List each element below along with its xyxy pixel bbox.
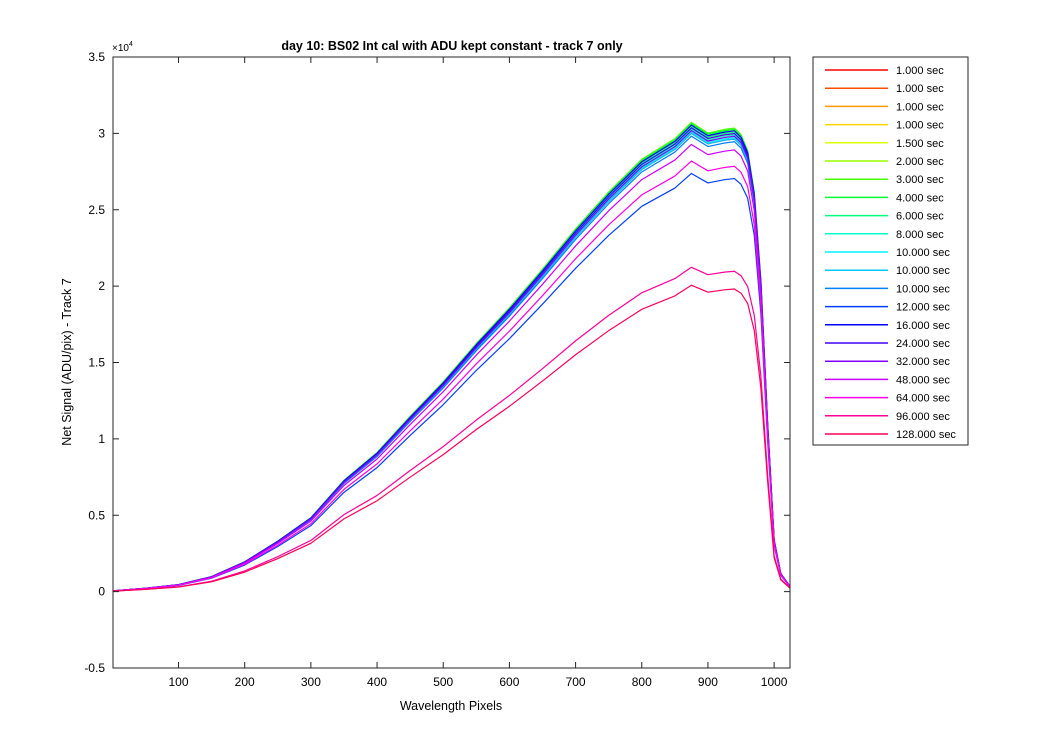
- series-line: [113, 284, 790, 592]
- y-axis-ticks: -0.5 0 0.5 1 1.5 2 2.5 3 3.5: [84, 50, 790, 675]
- x-tick-label: 300: [301, 675, 321, 689]
- legend-label: 32.000 sec: [896, 356, 950, 368]
- series-line: [113, 130, 790, 592]
- y-tick-label: 0: [98, 585, 105, 599]
- legend-label: 24.000 sec: [896, 338, 950, 350]
- y-exponent-base: ×10: [112, 43, 129, 54]
- x-tick-label: 700: [566, 675, 586, 689]
- x-tick-label: 200: [235, 675, 255, 689]
- plot-area: [113, 57, 790, 668]
- y-tick-label: 3.5: [88, 50, 105, 64]
- series-group: [113, 121, 790, 592]
- legend[interactable]: 1.000 sec 1.000 sec 1.000 sec 1.000 sec 1.50…: [812, 56, 969, 446]
- legend-label: 1.000 sec: [896, 101, 944, 113]
- legend-label: 12.000 sec: [896, 302, 950, 314]
- y-tick-label: 3: [98, 126, 105, 140]
- legend-label: 10.000 sec: [896, 265, 950, 277]
- legend-label: 64.000 sec: [896, 393, 950, 405]
- y-tick-label: 2: [98, 279, 105, 293]
- y-tick-label: 1: [98, 432, 105, 446]
- legend-label: 1.000 sec: [896, 83, 944, 95]
- legend-items: 1.000 sec 1.000 sec 1.000 sec 1.000 sec 1.50…: [825, 65, 956, 441]
- legend-label: 10.000 sec: [896, 283, 950, 295]
- legend-label: 16.000 sec: [896, 320, 950, 332]
- series-line: [113, 143, 790, 592]
- legend-label: 48.000 sec: [896, 374, 950, 386]
- x-tick-label: 600: [499, 675, 519, 689]
- legend-label: 10.000 sec: [896, 247, 950, 259]
- series-line: [113, 266, 790, 592]
- x-tick-label: 900: [698, 675, 718, 689]
- legend-label: 1.000 sec: [896, 120, 944, 132]
- legend-label: 8.000 sec: [896, 229, 944, 241]
- y-tick-label: 0.5: [88, 508, 105, 522]
- legend-label: 128.000 sec: [896, 429, 956, 441]
- y-exponent-power: 4: [129, 41, 133, 48]
- chart-title: day 10: BS02 Int cal with ADU kept const…: [281, 39, 622, 53]
- x-tick-label: 800: [632, 675, 652, 689]
- legend-label: 1.500 sec: [896, 138, 944, 150]
- y-exponent-label: ×104: [112, 41, 133, 54]
- y-tick-label: -0.5: [84, 661, 105, 675]
- legend-label: 4.000 sec: [896, 192, 944, 204]
- x-tick-label: 500: [433, 675, 453, 689]
- series-line: [113, 172, 790, 592]
- x-tick-label: 100: [169, 675, 189, 689]
- legend-label: 2.000 sec: [896, 156, 944, 168]
- legend-label: 3.000 sec: [896, 174, 944, 186]
- y-tick-label: 1.5: [88, 356, 105, 370]
- y-axis-label: Net Signal (ADU/pix) - Track 7: [60, 278, 74, 445]
- legend-label: 1.000 sec: [896, 65, 944, 77]
- legend-box: [812, 56, 969, 446]
- x-axis-label: Wavelength Pixels: [400, 699, 502, 713]
- y-tick-label: 2.5: [88, 203, 105, 217]
- x-tick-label: 1000: [761, 675, 788, 689]
- x-tick-label: 400: [367, 675, 387, 689]
- legend-label: 6.000 sec: [896, 211, 944, 223]
- x-axis-ticks: 100 200 300 400 500 600 700 800 900 1000: [169, 57, 788, 689]
- series-line: [113, 160, 790, 592]
- legend-label: 96.000 sec: [896, 411, 950, 423]
